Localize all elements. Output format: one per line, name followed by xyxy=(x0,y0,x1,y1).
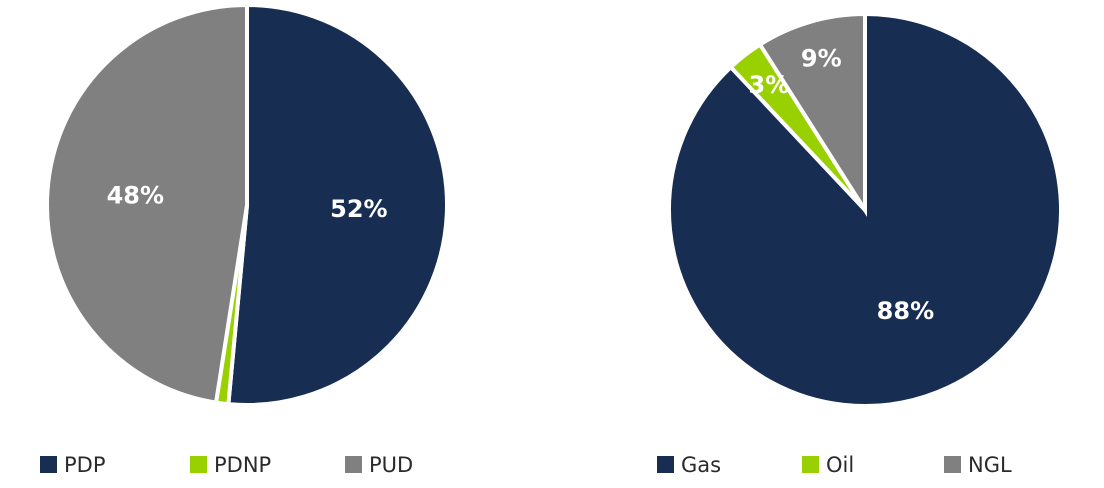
legend-label: NGL xyxy=(968,453,1012,477)
pie-slice xyxy=(226,2,449,407)
data-label: 3% xyxy=(749,71,790,99)
legend-swatch xyxy=(40,456,57,473)
legend-label: PUD xyxy=(369,453,413,477)
legend-swatch xyxy=(944,456,961,473)
legend-label: PDP xyxy=(64,453,106,477)
data-label: 9% xyxy=(801,44,842,72)
data-label: 52% xyxy=(330,195,387,223)
pie-slice xyxy=(45,2,249,405)
legend-swatch xyxy=(190,456,207,473)
data-label: 48% xyxy=(107,181,164,209)
legend-label: PDNP xyxy=(214,453,271,477)
legend-swatch xyxy=(802,456,819,473)
legend-swatch xyxy=(345,456,362,473)
data-label: 88% xyxy=(877,297,934,325)
legend-swatch xyxy=(657,456,674,473)
pie-slice xyxy=(757,11,867,217)
legend-label: Oil xyxy=(826,453,854,477)
legend-label: Gas xyxy=(681,453,721,477)
